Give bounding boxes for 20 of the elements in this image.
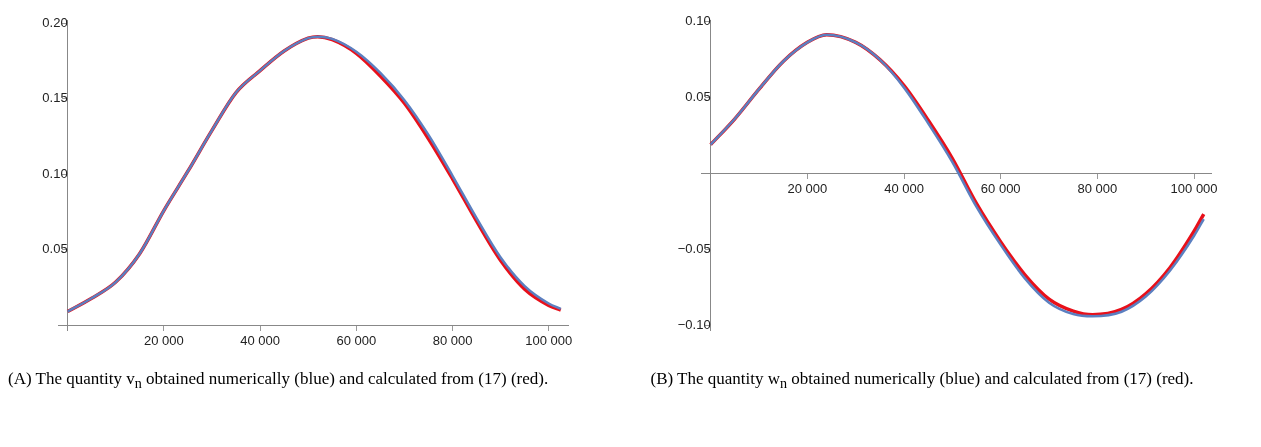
x-tick-label: 100 000 <box>525 332 573 348</box>
x-tick-label: 20 000 <box>143 332 184 348</box>
x-tick-label: 60 000 <box>336 332 377 348</box>
y-tick-label: −0.05 <box>677 241 711 257</box>
x-tick-label: 40 000 <box>240 332 280 348</box>
x-tick-label: 40 000 <box>883 180 924 196</box>
y-tick-label: −0.10 <box>677 317 711 333</box>
x-tick-label: 80 000 <box>432 332 473 348</box>
y-tick-label: 0.15 <box>42 90 68 106</box>
y-tick-label: 0.10 <box>684 13 711 29</box>
y-tick-label: 0.10 <box>42 165 68 181</box>
y-tick-label: 0.05 <box>684 89 711 105</box>
x-tick-label: 20 000 <box>786 180 827 196</box>
y-tick-label: 0.05 <box>42 241 68 257</box>
x-tick-label: 80 000 <box>1077 180 1117 196</box>
x-tick-label: 60 000 <box>980 180 1021 196</box>
text: (A) The quantity v$_{n}$ obtained numerically (blue) and calculated from (17) (red). <box>8 368 550 394</box>
text: (B) The quantity w$_{n}$ obtained numerically (blue) and calculated from (17) (red). <box>650 368 1195 394</box>
x-tick-label: 100 000 <box>1170 180 1218 196</box>
y-tick-label: 0.20 <box>42 14 68 30</box>
